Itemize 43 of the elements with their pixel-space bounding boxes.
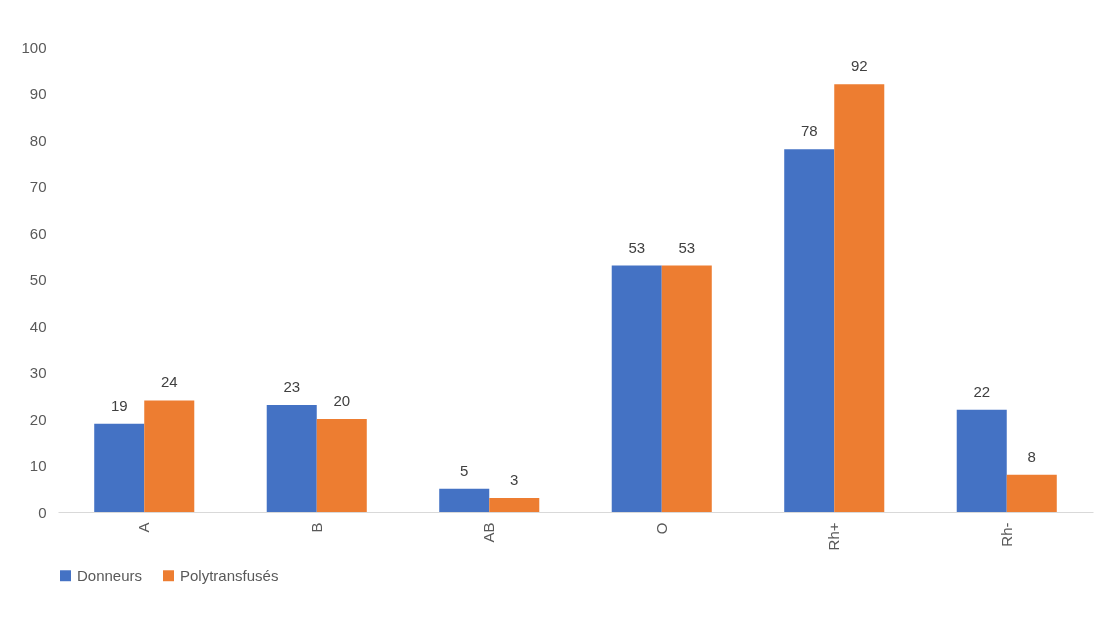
x-tick-label: AB [480, 522, 498, 543]
x-tick-label: O [652, 522, 670, 535]
data-label: 92 [850, 57, 868, 75]
y-tick-label: 20 [29, 410, 47, 428]
data-label: 53 [628, 238, 646, 256]
bar [784, 149, 835, 512]
bar [1006, 474, 1057, 512]
x-tick-label: Rh+ [825, 522, 843, 551]
x-tick-label: Rh- [997, 522, 1015, 547]
y-tick-label: 10 [29, 457, 47, 474]
data-label: 20 [333, 392, 351, 409]
y-tick-label: 100 [21, 38, 47, 56]
bar [956, 409, 1007, 512]
legend-label: Donneurs [77, 566, 143, 584]
data-label: 8 [1027, 447, 1036, 465]
data-label: 24 [160, 373, 178, 391]
y-tick-label: 90 [29, 85, 47, 102]
bar [611, 265, 662, 512]
data-label: 3 [510, 471, 519, 489]
legend-label: Polytransfusés [180, 566, 279, 584]
data-label: 19 [110, 396, 128, 414]
bar [439, 488, 490, 512]
x-tick-label: B [307, 522, 325, 533]
y-tick-label: 80 [29, 131, 47, 149]
bar [266, 405, 317, 512]
y-tick-label: 30 [29, 364, 47, 381]
bar [316, 419, 367, 512]
bar [834, 84, 885, 512]
bar [661, 265, 712, 512]
data-label: 22 [973, 382, 991, 400]
y-tick-label: 70 [29, 178, 47, 195]
bar [489, 498, 540, 512]
bar [144, 400, 195, 512]
y-tick-label: 0 [38, 503, 47, 521]
y-tick-label: 60 [29, 224, 47, 242]
x-tick-label: A [135, 522, 153, 533]
y-tick-label: 50 [29, 271, 47, 288]
data-label: 78 [800, 122, 818, 140]
y-tick-label: 40 [29, 317, 47, 335]
data-label: 53 [678, 238, 696, 256]
data-label: 5 [460, 461, 469, 479]
bar [94, 423, 145, 512]
data-label: 23 [283, 378, 301, 396]
